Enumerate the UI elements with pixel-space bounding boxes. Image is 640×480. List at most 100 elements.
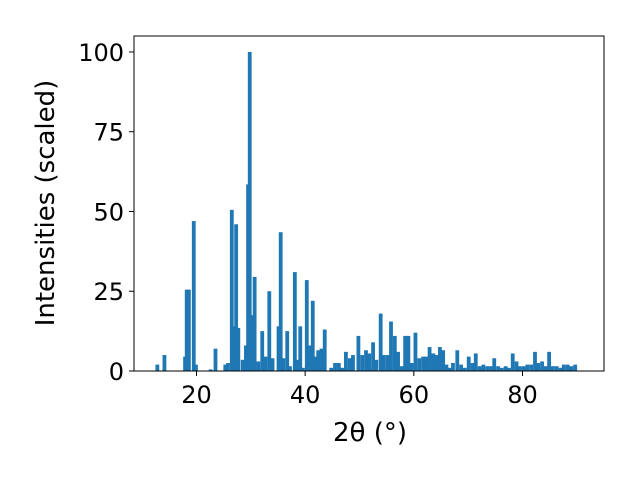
- bar: [573, 364, 578, 371]
- bar: [431, 353, 436, 371]
- bar: [473, 353, 478, 371]
- bar: [514, 361, 519, 371]
- bar: [347, 358, 352, 371]
- bar: [382, 355, 386, 371]
- bar: [551, 366, 555, 371]
- bar: [256, 361, 261, 371]
- bar: [307, 345, 312, 371]
- bar: [292, 272, 297, 371]
- bar: [333, 363, 337, 371]
- bar: [360, 355, 365, 371]
- bar: [441, 350, 446, 371]
- bar: [371, 342, 375, 371]
- bar: [304, 280, 309, 371]
- bar: [463, 367, 467, 371]
- bar: [240, 359, 245, 371]
- bar: [406, 335, 411, 371]
- bar: [489, 366, 493, 371]
- bar: [356, 335, 361, 371]
- bar: [455, 350, 460, 371]
- bar: [232, 326, 236, 371]
- bar: [399, 366, 404, 371]
- bar: [329, 367, 334, 371]
- y-tick-label: 0: [109, 358, 124, 386]
- bar: [155, 364, 160, 371]
- bar: [451, 363, 455, 371]
- bar: [421, 356, 425, 371]
- bar: [444, 364, 449, 371]
- bar: [344, 351, 348, 371]
- bar: [438, 347, 442, 371]
- bar: [470, 363, 475, 371]
- bar: [263, 356, 268, 371]
- bar: [267, 291, 272, 371]
- bar: [434, 355, 439, 371]
- bar: [503, 366, 508, 371]
- bar: [223, 364, 228, 371]
- bar: [447, 367, 452, 371]
- bar: [481, 364, 486, 371]
- bar: [374, 359, 379, 371]
- bar: [427, 347, 432, 371]
- bar: [213, 348, 218, 371]
- bar: [226, 363, 230, 371]
- bar: [278, 232, 283, 371]
- bar: [496, 366, 500, 371]
- bar: [191, 221, 196, 371]
- bar: [540, 361, 544, 371]
- y-tick-label: 25: [93, 278, 124, 306]
- bar: [485, 366, 490, 371]
- bar: [340, 367, 344, 371]
- bar: [409, 363, 414, 371]
- x-axis-label: 2θ (°): [333, 418, 407, 448]
- bar: [322, 329, 327, 371]
- bar: [319, 348, 324, 371]
- bar: [208, 369, 213, 371]
- bar: [492, 358, 497, 371]
- bar: [313, 356, 318, 371]
- bar: [543, 366, 548, 371]
- bar: [533, 351, 537, 371]
- bar: [477, 366, 482, 371]
- bar: [417, 358, 422, 371]
- y-axis-ticks: 0 25 50 75 100: [78, 39, 134, 386]
- bar: [466, 356, 471, 371]
- bar: [234, 224, 239, 371]
- bar: [194, 364, 198, 371]
- y-tick-label: 75: [93, 119, 124, 147]
- bar: [298, 326, 303, 371]
- bar: [270, 358, 275, 371]
- bar: [424, 356, 429, 371]
- y-tick-label: 100: [78, 39, 124, 67]
- x-axis-ticks: 20 40 60 80: [181, 371, 538, 409]
- bar: [184, 289, 189, 371]
- x-tick-label: 20: [181, 381, 212, 409]
- bar: [517, 366, 522, 371]
- x-tick-label: 40: [290, 381, 321, 409]
- x-tick-label: 60: [399, 381, 430, 409]
- y-axis-label: Intensities (scaled): [31, 80, 61, 327]
- bar: [285, 331, 290, 371]
- plot-area-frame: [133, 35, 605, 372]
- bar: [558, 367, 563, 371]
- bar: [385, 355, 390, 371]
- bar: [459, 364, 463, 371]
- bar: [529, 364, 534, 371]
- bar: [367, 353, 372, 371]
- bar: [396, 351, 400, 371]
- bar: [295, 359, 300, 371]
- bar: [525, 364, 530, 371]
- bar: [392, 335, 397, 371]
- bar: [364, 350, 368, 371]
- bar: [281, 358, 286, 371]
- bar-series: [155, 51, 578, 371]
- bar: [276, 326, 281, 371]
- bar: [336, 363, 341, 371]
- bar: [565, 364, 570, 371]
- bar: [510, 353, 515, 371]
- bar: [561, 364, 566, 371]
- bar: [389, 321, 393, 371]
- bar: [403, 335, 408, 371]
